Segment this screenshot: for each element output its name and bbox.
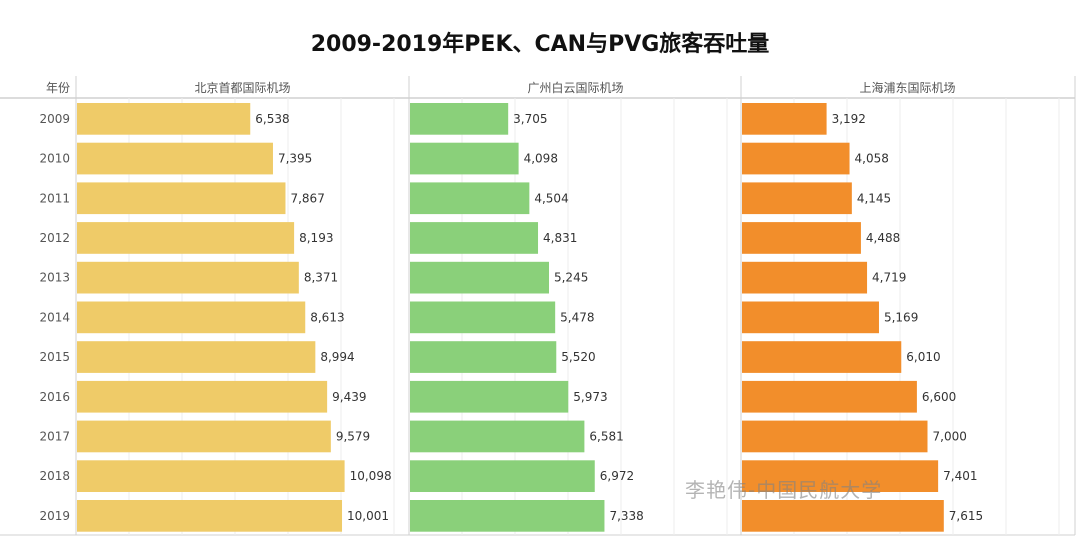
data-label: 5,520 — [561, 350, 595, 364]
bar — [77, 261, 299, 294]
bar — [742, 301, 879, 334]
data-label: 8,371 — [304, 271, 338, 285]
data-label: 8,193 — [299, 231, 333, 245]
data-label: 4,058 — [855, 152, 889, 166]
year-label: 2014 — [39, 310, 70, 324]
data-label: 4,719 — [872, 271, 906, 285]
data-label: 6,538 — [255, 112, 289, 126]
bar — [742, 222, 861, 254]
year-label: 2015 — [39, 350, 70, 364]
data-label: 4,504 — [534, 191, 568, 205]
year-label: 2009 — [39, 112, 70, 126]
data-label: 7,000 — [933, 429, 967, 443]
data-label: 4,488 — [866, 231, 900, 245]
data-label: 5,245 — [554, 271, 588, 285]
data-label: 3,705 — [513, 112, 547, 126]
data-label: 4,831 — [543, 231, 577, 245]
bar — [742, 261, 868, 294]
bar — [410, 341, 557, 373]
data-label: 8,613 — [310, 310, 344, 324]
bar — [77, 500, 343, 532]
bar — [410, 460, 595, 492]
year-label: 2010 — [39, 152, 70, 166]
data-label: 6,600 — [922, 390, 956, 404]
chart-title: 2009-2019年PEK、CAN与PVG旅客吞吐量 — [310, 32, 770, 57]
bar — [77, 341, 316, 373]
bar — [77, 460, 345, 492]
bar — [410, 182, 530, 215]
year-label: 2019 — [39, 509, 70, 523]
bar — [742, 420, 928, 453]
year-label: 2017 — [39, 429, 70, 443]
panel-header-3: 上海浦东国际机场 — [859, 80, 955, 95]
panel-header-2: 广州白云国际机场 — [527, 80, 623, 95]
bar — [77, 301, 306, 334]
bar — [77, 103, 251, 135]
bar — [742, 380, 917, 413]
bar — [77, 420, 331, 453]
watermark: 李艳伟-中国民航大学 — [685, 478, 883, 502]
bar — [77, 222, 295, 254]
year-label: 2012 — [39, 231, 70, 245]
bar — [742, 103, 827, 135]
bar — [742, 500, 944, 532]
data-label: 3,192 — [832, 112, 866, 126]
bar — [410, 222, 539, 254]
panel-header-1: 北京首都国际机场 — [194, 81, 290, 95]
data-label: 7,401 — [943, 469, 977, 483]
bar — [77, 380, 328, 413]
data-label: 7,615 — [949, 509, 983, 523]
data-label: 9,579 — [336, 429, 370, 443]
year-label: 2013 — [39, 271, 70, 285]
bar — [410, 420, 585, 453]
data-label: 10,001 — [347, 509, 389, 523]
data-label: 9,439 — [332, 390, 366, 404]
bar — [410, 103, 509, 135]
data-label: 6,972 — [600, 469, 634, 483]
bar — [410, 142, 519, 175]
data-label: 4,145 — [857, 191, 891, 205]
year-label: 2018 — [39, 469, 70, 483]
bar — [410, 380, 569, 413]
bar — [410, 261, 549, 294]
data-label: 7,338 — [609, 509, 643, 523]
data-label: 7,395 — [278, 152, 312, 166]
bar — [410, 301, 556, 334]
bar — [77, 182, 286, 215]
bar — [742, 341, 902, 373]
data-label: 10,098 — [350, 469, 392, 483]
bar — [742, 460, 939, 492]
data-label: 5,169 — [884, 310, 918, 324]
data-label: 5,478 — [560, 310, 594, 324]
bar — [742, 182, 852, 215]
bar — [742, 142, 850, 175]
year-label: 2011 — [39, 191, 70, 205]
bar — [410, 500, 605, 532]
data-label: 7,867 — [290, 191, 324, 205]
data-label: 6,581 — [589, 429, 623, 443]
data-label: 6,010 — [906, 350, 940, 364]
data-label: 8,994 — [320, 350, 354, 364]
bar — [77, 142, 273, 175]
year-label: 2016 — [39, 390, 70, 404]
data-label: 5,973 — [573, 390, 607, 404]
row-header-label: 年份 — [46, 81, 70, 95]
data-label: 4,098 — [524, 152, 558, 166]
